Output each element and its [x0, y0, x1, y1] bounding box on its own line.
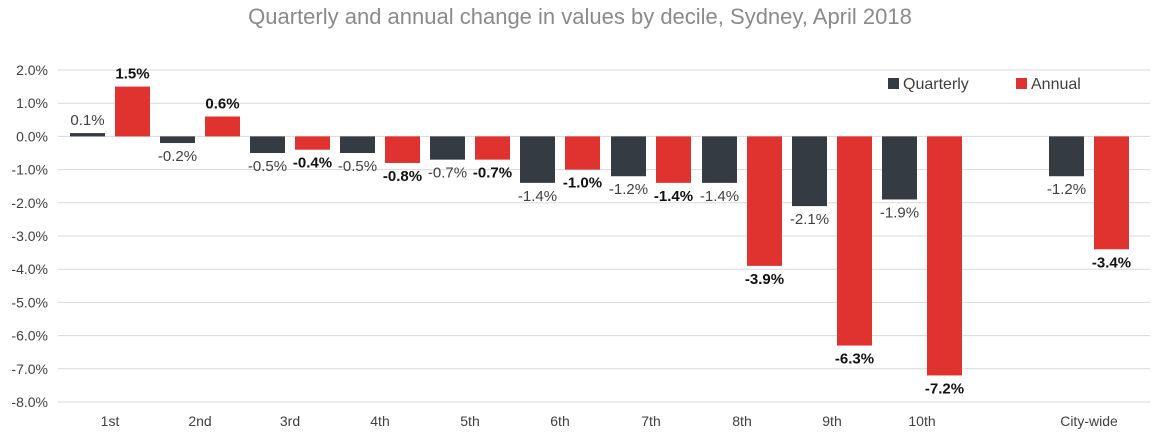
annual-bar — [927, 136, 962, 376]
annual-bar — [295, 136, 330, 150]
legend-quarterly-swatch — [888, 78, 899, 89]
annual-bar — [747, 136, 782, 266]
quarterly-data-label: -0.2% — [158, 148, 197, 165]
annual-bar — [837, 136, 872, 346]
y-tick-label: -6.0% — [11, 328, 48, 344]
quarterly-bar — [702, 136, 737, 183]
quarterly-data-label: -0.7% — [428, 165, 467, 182]
annual-data-label: -0.7% — [473, 165, 512, 182]
quarterly-data-label: -1.9% — [880, 204, 919, 221]
x-tick-label: 8th — [732, 413, 751, 429]
y-tick-label: 1.0% — [16, 95, 48, 111]
x-tick-label: 5th — [460, 413, 479, 429]
annual-data-label: -7.2% — [925, 380, 964, 397]
x-tick-label: 7th — [641, 413, 660, 429]
y-tick-label: -8.0% — [11, 394, 48, 410]
annual-bar — [115, 86, 150, 137]
annual-bar — [565, 136, 600, 170]
annual-data-label: -3.9% — [745, 271, 784, 288]
x-tick-label: 2nd — [188, 413, 211, 429]
annual-bar — [205, 116, 240, 137]
annual-data-label: -1.4% — [654, 188, 693, 205]
quarterly-data-label: -1.4% — [700, 188, 739, 205]
y-tick-label: -3.0% — [11, 228, 48, 244]
annual-bar — [475, 136, 510, 160]
annual-bar — [1094, 136, 1129, 250]
quarterly-bar — [520, 136, 555, 183]
y-tick-label: -4.0% — [11, 261, 48, 277]
quarterly-bar — [792, 136, 827, 207]
quarterly-bar — [430, 136, 465, 160]
quarterly-bar — [70, 133, 105, 137]
annual-data-label: 1.5% — [115, 66, 149, 83]
y-tick-label: 0.0% — [16, 128, 48, 144]
y-tick-label: -7.0% — [11, 361, 48, 377]
quarterly-bar — [611, 136, 646, 177]
annual-bar — [385, 136, 420, 163]
quarterly-data-label: -1.2% — [1047, 181, 1086, 198]
legend-quarterly-label: Quarterly — [903, 76, 969, 93]
quarterly-bar — [882, 136, 917, 200]
x-tick-label: 1st — [101, 413, 120, 429]
annual-data-label: -0.4% — [293, 155, 332, 172]
annual-bar — [656, 136, 691, 183]
quarterly-bar — [340, 136, 375, 153]
quarterly-data-label: -2.1% — [790, 211, 829, 228]
annual-data-label: -1.0% — [563, 175, 602, 192]
x-tick-label: 9th — [822, 413, 841, 429]
y-tick-label: 2.0% — [16, 62, 48, 78]
x-tick-label: 4th — [370, 413, 389, 429]
quarterly-data-label: -0.5% — [338, 158, 377, 175]
quarterly-data-label: -1.2% — [609, 181, 648, 198]
quarterly-bar — [1049, 136, 1084, 177]
quarterly-data-label: 0.1% — [70, 112, 104, 129]
x-tick-label: 10th — [908, 413, 935, 429]
legend-annual-label: Annual — [1031, 76, 1081, 93]
y-tick-label: -5.0% — [11, 294, 48, 310]
annual-data-label: -0.8% — [383, 168, 422, 185]
x-tick-label: 3rd — [280, 413, 300, 429]
chart-title: Quarterly and annual change in values by… — [248, 4, 912, 29]
annual-data-label: 0.6% — [205, 95, 239, 112]
annual-data-label: -3.4% — [1092, 254, 1131, 271]
x-tick-label: City-wide — [1060, 413, 1118, 429]
quarterly-data-label: -1.4% — [518, 188, 557, 205]
quarterly-data-label: -0.5% — [248, 158, 287, 175]
annual-data-label: -6.3% — [835, 351, 874, 368]
quarterly-bar — [250, 136, 285, 153]
x-tick-label: 6th — [550, 413, 569, 429]
quarterly-bar — [160, 136, 195, 144]
legend-annual-swatch — [1016, 78, 1027, 89]
y-tick-label: -2.0% — [11, 195, 48, 211]
y-tick-label: -1.0% — [11, 162, 48, 178]
